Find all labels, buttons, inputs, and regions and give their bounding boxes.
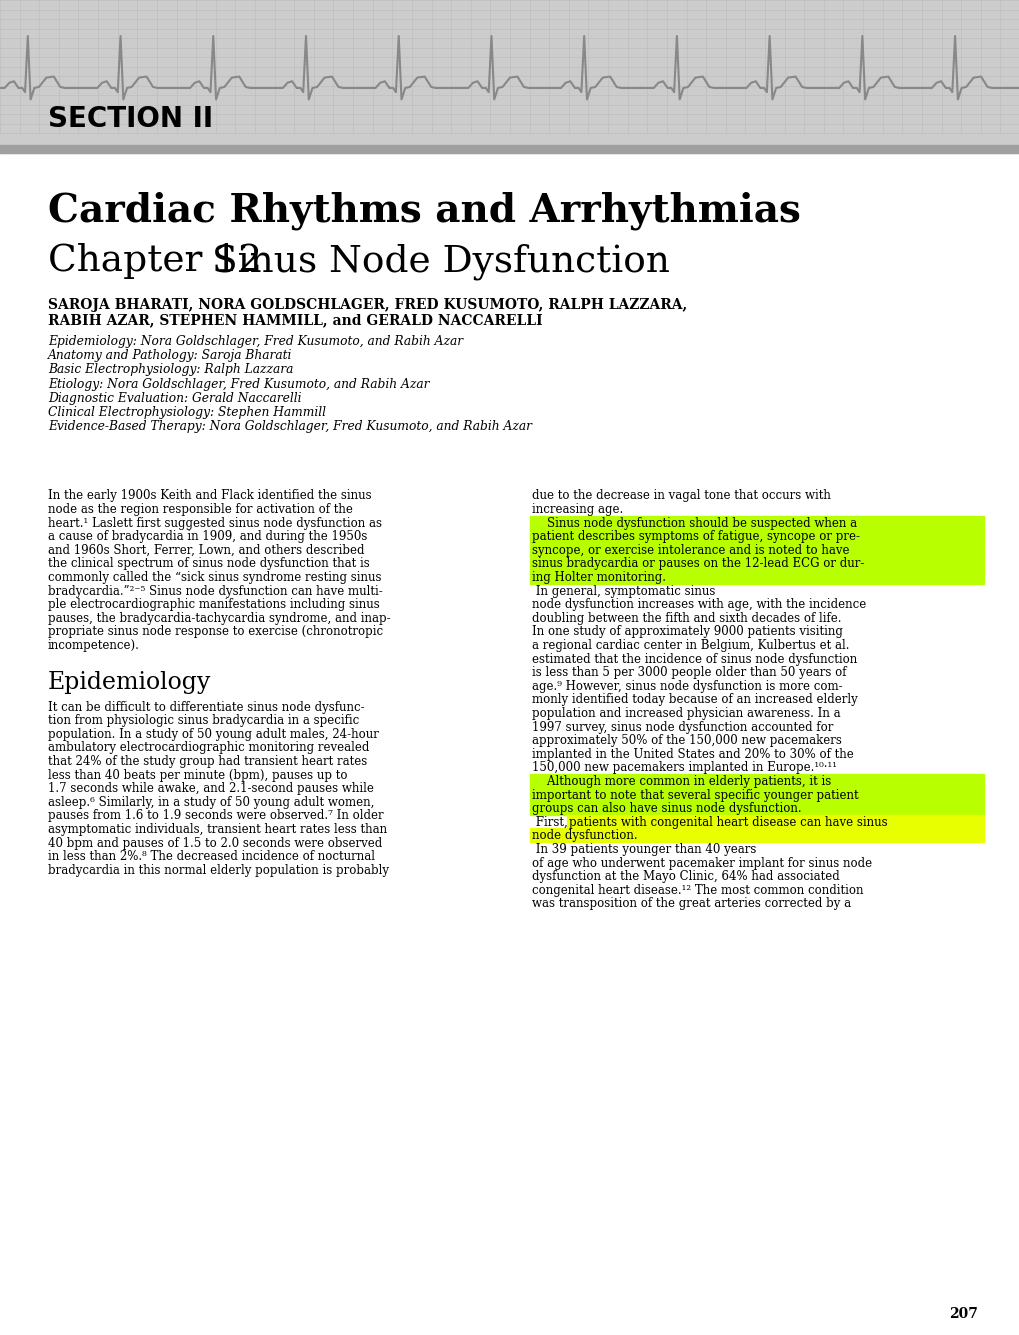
Bar [530,801,983,814]
Text: Evidence-Based Therapy: Nora Goldschlager, Fred Kusumoto, and Rabih Azar: Evidence-Based Therapy: Nora Goldschlage… [48,421,532,433]
Text: asymptomatic individuals, transient heart rates less than: asymptomatic individuals, transient hear… [48,822,387,836]
Text: population and increased physician awareness. In a: population and increased physician aware… [532,708,840,720]
Text: heart.¹ Laslett first suggested sinus node dysfunction as: heart.¹ Laslett first suggested sinus no… [48,517,382,530]
Bar [530,570,983,583]
Text: important to note that several specific younger patient: important to note that several specific … [532,789,858,801]
Text: less than 40 beats per minute (bpm), pauses up to: less than 40 beats per minute (bpm), pau… [48,769,347,781]
Text: 1997 survey, sinus node dysfunction accounted for: 1997 survey, sinus node dysfunction acco… [532,721,833,734]
Text: SECTION II: SECTION II [48,105,213,134]
Text: Epidemiology: Nora Goldschlager, Fred Kusumoto, and Rabih Azar: Epidemiology: Nora Goldschlager, Fred Ku… [48,335,463,348]
Text: node dysfunction.: node dysfunction. [532,829,637,842]
Text: ambulatory electrocardiographic monitoring revealed: ambulatory electrocardiographic monitori… [48,741,369,754]
Bar [530,515,983,529]
Text: It can be difficult to differentiate sinus node dysfunc-: It can be difficult to differentiate sin… [48,701,364,714]
Text: congenital heart disease.¹² The most common condition: congenital heart disease.¹² The most com… [532,884,863,897]
Text: and 1960s Short, Ferrer, Lown, and others described: and 1960s Short, Ferrer, Lown, and other… [48,543,364,557]
Text: was transposition of the great arteries corrected by a: was transposition of the great arteries … [532,897,850,910]
Bar [530,529,983,543]
Text: Chapter 12: Chapter 12 [48,243,262,279]
Bar [530,557,983,570]
Text: Cardiac Rhythms and Arrhythmias: Cardiac Rhythms and Arrhythmias [48,191,800,230]
Bar [530,829,983,842]
Text: propriate sinus node response to exercise (chronotropic: propriate sinus node response to exercis… [48,625,383,638]
Text: SAROJA BHARATI, NORA GOLDSCHLAGER, FRED KUSUMOTO, RALPH LAZZARA,: SAROJA BHARATI, NORA GOLDSCHLAGER, FRED … [48,298,687,312]
Text: a regional cardiac center in Belgium, Kulbertus et al.: a regional cardiac center in Belgium, Ku… [532,639,849,651]
Text: monly identified today because of an increased elderly: monly identified today because of an inc… [532,693,857,706]
Text: 207: 207 [949,1307,977,1322]
Text: implanted in the United States and 20% to 30% of the: implanted in the United States and 20% t… [532,748,853,761]
Text: incompetence).: incompetence). [48,639,140,651]
Text: ing Holter monitoring.: ing Holter monitoring. [532,571,665,583]
Bar [0,0,1019,154]
Text: the clinical spectrum of sinus node dysfunction that is: the clinical spectrum of sinus node dysf… [48,558,370,570]
Text: Although more common in elderly patients, it is: Although more common in elderly patients… [532,776,830,788]
Text: Basic Electrophysiology: Ralph Lazzara: Basic Electrophysiology: Ralph Lazzara [48,363,293,376]
Text: Sinus node dysfunction should be suspected when a: Sinus node dysfunction should be suspect… [532,517,856,530]
Text: bradycardia in this normal elderly population is probably: bradycardia in this normal elderly popul… [48,864,388,877]
Bar [530,788,983,801]
Text: population. In a study of 50 young adult males, 24-hour: population. In a study of 50 young adult… [48,728,378,741]
Text: sinus bradycardia or pauses on the 12-lead ECG or dur-: sinus bradycardia or pauses on the 12-le… [532,558,863,570]
Text: In one study of approximately 9000 patients visiting: In one study of approximately 9000 patie… [532,625,842,638]
Text: Epidemiology: Epidemiology [48,670,211,694]
Bar [567,814,983,829]
Text: Anatomy and Pathology: Saroja Bharati: Anatomy and Pathology: Saroja Bharati [48,350,292,362]
Text: First,: First, [532,816,568,829]
Text: pauses from 1.6 to 1.9 seconds were observed.⁷ In older: pauses from 1.6 to 1.9 seconds were obse… [48,809,383,822]
Text: node dysfunction increases with age, with the incidence: node dysfunction increases with age, wit… [532,598,865,611]
Text: ple electrocardiographic manifestations including sinus: ple electrocardiographic manifestations … [48,598,379,611]
Text: age.⁹ However, sinus node dysfunction is more com-: age.⁹ However, sinus node dysfunction is… [532,680,842,693]
Text: patient describes symptoms of fatigue, syncope or pre-: patient describes symptoms of fatigue, s… [532,530,859,543]
Text: pauses, the bradycardia-tachycardia syndrome, and inap-: pauses, the bradycardia-tachycardia synd… [48,611,390,625]
Text: RABIH AZAR, STEPHEN HAMMILL, and GERALD NACCARELLI: RABIH AZAR, STEPHEN HAMMILL, and GERALD … [48,312,542,327]
Text: In general, symptomatic sinus: In general, symptomatic sinus [532,585,714,598]
Text: syncope, or exercise intolerance and is noted to have: syncope, or exercise intolerance and is … [532,543,849,557]
Text: 150,000 new pacemakers implanted in Europe.¹⁰·¹¹: 150,000 new pacemakers implanted in Euro… [532,761,837,774]
Text: tion from physiologic sinus bradycardia in a specific: tion from physiologic sinus bradycardia … [48,714,359,728]
Text: due to the decrease in vagal tone that occurs with: due to the decrease in vagal tone that o… [532,490,830,502]
Bar [530,543,983,557]
Text: In 39 patients younger than 40 years: In 39 patients younger than 40 years [532,842,756,856]
Text: Sinus Node Dysfunction: Sinus Node Dysfunction [212,243,669,279]
Text: commonly called the “sick sinus syndrome resting sinus: commonly called the “sick sinus syndrome… [48,571,381,583]
Text: patients with congenital heart disease can have sinus: patients with congenital heart disease c… [569,816,887,829]
Text: Clinical Electrophysiology: Stephen Hammill: Clinical Electrophysiology: Stephen Hamm… [48,406,326,419]
Text: 1.7 seconds while awake, and 2.1-second pauses while: 1.7 seconds while awake, and 2.1-second … [48,782,374,796]
Text: approximately 50% of the 150,000 new pacemakers: approximately 50% of the 150,000 new pac… [532,734,841,748]
Text: In the early 1900s Keith and Flack identified the sinus: In the early 1900s Keith and Flack ident… [48,490,371,502]
Text: increasing age.: increasing age. [532,503,623,517]
Text: is less than 5 per 3000 people older than 50 years of: is less than 5 per 3000 people older tha… [532,666,846,680]
Text: doubling between the fifth and sixth decades of life.: doubling between the fifth and sixth dec… [532,611,841,625]
Text: dysfunction at the Mayo Clinic, 64% had associated: dysfunction at the Mayo Clinic, 64% had … [532,870,839,884]
Text: of age who underwent pacemaker implant for sinus node: of age who underwent pacemaker implant f… [532,857,871,869]
Text: Diagnostic Evaluation: Gerald Naccarelli: Diagnostic Evaluation: Gerald Naccarelli [48,391,302,405]
Bar [0,146,1019,154]
Text: estimated that the incidence of sinus node dysfunction: estimated that the incidence of sinus no… [532,653,856,666]
Text: groups can also have sinus node dysfunction.: groups can also have sinus node dysfunct… [532,802,801,816]
Text: Etiology: Nora Goldschlager, Fred Kusumoto, and Rabih Azar: Etiology: Nora Goldschlager, Fred Kusumo… [48,378,429,391]
Text: asleep.⁶ Similarly, in a study of 50 young adult women,: asleep.⁶ Similarly, in a study of 50 you… [48,796,374,809]
Bar [530,774,983,788]
Text: a cause of bradycardia in 1909, and during the 1950s: a cause of bradycardia in 1909, and duri… [48,530,367,543]
Text: that 24% of the study group had transient heart rates: that 24% of the study group had transien… [48,756,367,768]
Text: node as the region responsible for activation of the: node as the region responsible for activ… [48,503,353,517]
Text: bradycardia.”²⁻⁵ Sinus node dysfunction can have multi-: bradycardia.”²⁻⁵ Sinus node dysfunction … [48,585,382,598]
Text: in less than 2%.⁸ The decreased incidence of nocturnal: in less than 2%.⁸ The decreased incidenc… [48,850,375,864]
Text: 40 bpm and pauses of 1.5 to 2.0 seconds were observed: 40 bpm and pauses of 1.5 to 2.0 seconds … [48,837,382,849]
